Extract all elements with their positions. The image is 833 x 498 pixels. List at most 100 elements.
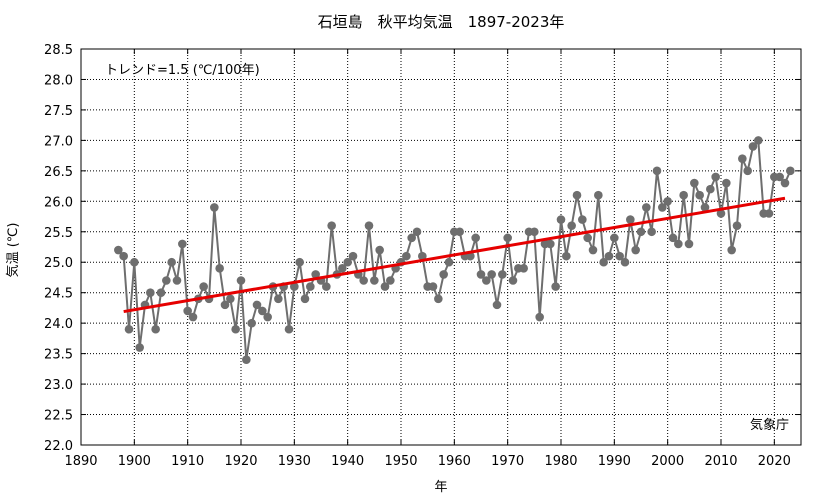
x-tick-label: 1930: [278, 454, 311, 469]
y-tick-label: 28.5: [44, 43, 73, 58]
x-tick-label: 2020: [758, 454, 791, 469]
y-tick-label: 23.0: [44, 378, 73, 393]
x-axis-label: 年: [434, 480, 447, 495]
data-point: [567, 221, 576, 230]
data-point: [231, 324, 240, 334]
data-point: [247, 318, 256, 328]
data-point: [556, 215, 566, 224]
data-point: [551, 282, 560, 291]
data-point: [684, 239, 694, 249]
data-point: [338, 264, 347, 273]
data-point: [188, 312, 198, 322]
data-point: [252, 300, 262, 310]
data-point: [263, 312, 272, 322]
data-point: [348, 251, 358, 261]
source-label: 気象庁: [750, 417, 789, 433]
data-point: [503, 233, 512, 243]
y-tick-label: 28.0: [44, 73, 73, 88]
data-point: [359, 276, 368, 285]
data-point: [658, 203, 667, 212]
data-point: [578, 215, 587, 224]
data-point: [274, 294, 283, 304]
y-tick-label: 22.5: [44, 409, 73, 424]
data-point: [370, 276, 379, 285]
data-point: [668, 233, 678, 243]
grid: [81, 49, 801, 445]
data-point: [636, 227, 646, 237]
data-point: [706, 184, 715, 194]
data-point: [258, 306, 267, 316]
data-point: [492, 300, 502, 310]
data-point: [674, 239, 683, 249]
y-tick-label: 25.0: [44, 256, 73, 271]
x-tick-label: 1970: [491, 454, 524, 469]
data-point: [407, 233, 416, 243]
data-point: [780, 178, 790, 188]
data-point: [620, 257, 630, 267]
x-tick-label: 2010: [704, 454, 737, 469]
data-point: [471, 233, 480, 243]
y-tick-label: 24.0: [44, 317, 73, 332]
data-point: [156, 288, 166, 297]
data-point: [631, 245, 640, 255]
data-point: [626, 215, 635, 224]
data-point: [215, 264, 224, 273]
data-point: [535, 312, 544, 322]
data-point: [322, 282, 331, 291]
data-point: [135, 343, 144, 352]
data-point: [311, 270, 320, 279]
data-point: [775, 172, 784, 182]
data-point: [663, 197, 672, 206]
data-point: [146, 288, 155, 297]
data-point: [594, 190, 603, 200]
data-point: [402, 251, 411, 261]
data-point: [178, 239, 187, 249]
data-point: [300, 294, 310, 304]
data-point: [530, 227, 539, 237]
data-point: [727, 245, 736, 255]
x-tick-label: 1890: [64, 454, 97, 469]
data-point: [226, 294, 235, 304]
x-tick-label: 1940: [331, 454, 364, 469]
data-point: [519, 264, 528, 273]
data-point: [167, 257, 176, 267]
data-point: [498, 270, 507, 279]
y-tick-label: 27.0: [44, 134, 73, 149]
trend-annotation: トレンド=1.5 (℃/100年): [105, 63, 260, 78]
data-point: [124, 324, 134, 334]
data-point: [786, 166, 795, 176]
x-tick-label: 1950: [384, 454, 417, 469]
data-point: [412, 227, 422, 237]
data-point: [343, 257, 352, 267]
data-point: [572, 190, 582, 200]
data-point: [690, 178, 699, 188]
data-point: [162, 276, 171, 285]
data-point: [722, 178, 731, 188]
y-tick-label: 24.5: [44, 287, 73, 302]
y-tick-label: 26.5: [44, 165, 73, 180]
data-point: [295, 257, 304, 267]
data-point: [482, 276, 491, 285]
data-point: [444, 257, 454, 267]
y-tick-label: 25.5: [44, 226, 73, 241]
data-point: [700, 203, 710, 212]
data-point: [754, 136, 763, 145]
data-point: [199, 282, 208, 291]
data-point: [327, 221, 336, 230]
data-point: [732, 221, 742, 230]
data-point: [738, 154, 747, 163]
data-point: [764, 209, 774, 218]
data-point: [652, 166, 662, 176]
data-point: [599, 257, 608, 267]
data-point: [386, 276, 395, 285]
data-point: [428, 282, 438, 291]
y-tick-label: 27.5: [44, 104, 73, 119]
data-point: [284, 324, 294, 334]
chart-title: 石垣島 秋平均気温 1897-2023年: [318, 13, 565, 31]
data-point: [615, 251, 624, 261]
data-point: [183, 306, 192, 316]
data-point: [220, 300, 230, 310]
data-point: [172, 276, 182, 285]
data-point: [748, 142, 758, 151]
data-point: [306, 282, 315, 291]
